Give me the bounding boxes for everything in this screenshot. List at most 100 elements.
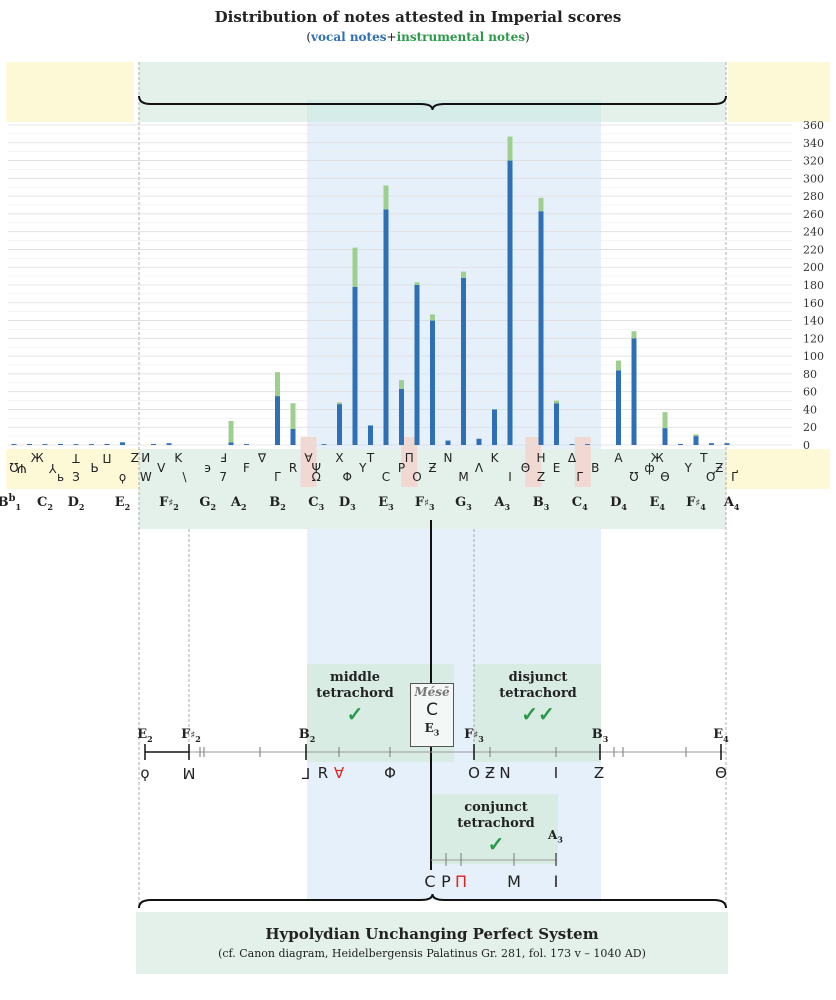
bar-vocal <box>228 442 234 445</box>
central-close: ) <box>572 105 579 119</box>
notation-symbol: Z <box>537 470 545 484</box>
y-tick-label: 240 <box>803 226 824 239</box>
y-tick-label: 100 <box>803 350 824 363</box>
conjunct-tetrachord-label: conjunct tetrachord ✓ <box>436 800 556 856</box>
highlight-slot <box>401 437 418 487</box>
footer-caption: (cf. Canon diagram, Heidelbergensis Pala… <box>218 947 646 960</box>
bar-vocal <box>352 286 358 445</box>
conjunct-symbol: I <box>554 872 559 891</box>
pitch-letter: D <box>610 495 621 510</box>
within-tonos: tónos <box>516 66 560 82</box>
notation-symbol: Т <box>699 451 708 465</box>
y-tick-label: 260 <box>803 208 824 221</box>
bar-vocal <box>290 429 296 445</box>
staff-symbol: Θ <box>715 764 727 782</box>
staff-note-label: F♯2 <box>181 727 201 744</box>
conjunct-label-line1: conjunct <box>464 800 528 815</box>
bar-instrumental <box>399 380 404 389</box>
conjunct-symbol: P <box>441 872 451 891</box>
bar-vocal <box>430 320 435 445</box>
pitch-letter: A <box>493 495 505 510</box>
bar-vocal <box>414 285 420 445</box>
notation-symbol: Ʊ <box>9 461 18 475</box>
pitch-octave: 3 <box>505 502 511 512</box>
pitch-label: D3 <box>339 495 356 512</box>
bar-instrumental <box>383 185 389 210</box>
pitch-label: E2 <box>115 495 131 512</box>
staff-note-label: E4 <box>713 727 729 744</box>
bar-vocal <box>709 443 714 445</box>
disjunct-tetrachord-label: disjunct tetrachord ✓✓ <box>474 670 602 726</box>
pitch-label: G2 <box>199 495 216 512</box>
y-tick-label: 60 <box>803 386 817 399</box>
pitch-letter: E <box>650 495 660 510</box>
notation-symbol: Ƶ <box>428 461 436 475</box>
notation-symbol: V <box>157 461 166 475</box>
notation-symbol: B <box>591 461 599 475</box>
central-label: 84.14% within central octave (B2–B3) <box>307 104 601 124</box>
notation-symbol: Ґ <box>731 470 738 484</box>
pitch-accidental: b <box>9 493 16 504</box>
bar-vocal <box>724 443 730 445</box>
pitch-octave: 2 <box>79 502 85 512</box>
notation-symbol: I <box>508 470 512 484</box>
subtitle-plus: + <box>386 30 397 44</box>
pitch-letter: B <box>269 495 280 510</box>
conjunct-symbol: Π <box>455 872 467 891</box>
bar-vocal <box>337 404 342 445</box>
notation-symbol: \ <box>182 470 187 484</box>
chart-subtitle: (vocal notes+instrumental notes) <box>0 30 836 44</box>
staff-note-label: E2 <box>137 727 153 744</box>
staff-note-label: B2 <box>299 727 316 744</box>
pitch-letter: F <box>686 495 696 510</box>
system-brace <box>138 893 727 909</box>
pitch-label: C2 <box>37 495 53 512</box>
pitch-octave: 4 <box>734 502 740 512</box>
bar-vocal <box>11 444 17 445</box>
bar-vocal <box>678 444 683 445</box>
notation-symbol: ∀ <box>304 451 313 465</box>
below-box: 0.17% below E2 <box>6 66 134 102</box>
bar-instrumental <box>631 331 637 339</box>
above-pct: 0.71% <box>755 66 803 82</box>
notation-symbol: Ʊ <box>629 470 638 484</box>
above-label: above E <box>750 83 803 97</box>
pitch-label: E4 <box>650 495 666 512</box>
notation-symbol: Ψ <box>312 461 321 475</box>
y-tick-label: 360 <box>803 119 824 132</box>
middle-label-line1: middle <box>329 670 381 685</box>
mese-sub: 3 <box>433 727 440 738</box>
mese-label: Mésē <box>414 685 450 699</box>
staff-symbol: Φ <box>384 764 396 782</box>
mese-symbol: C <box>426 700 438 720</box>
disjunct-label-line1: disjunct <box>508 670 568 685</box>
staff-symbol: O <box>468 764 480 782</box>
y-tick-label: 80 <box>803 368 817 381</box>
bar-vocal <box>631 338 637 445</box>
notation-symbol: K <box>174 451 183 465</box>
middle-check-icon: ✓ <box>346 702 364 726</box>
pitch-octave: 2 <box>173 502 179 512</box>
within-box: 99.12% within Hypolydian tónos <box>140 66 726 82</box>
notation-symbol: Φ <box>343 470 352 484</box>
bar-vocal <box>166 443 172 445</box>
central-dash: –B <box>550 105 567 119</box>
pitch-label: C4 <box>572 495 588 512</box>
notation-symbol: Ζ <box>131 451 139 465</box>
pitch-label: E3 <box>378 495 394 512</box>
pitch-label: Bb1 <box>0 493 21 512</box>
bar-vocal <box>275 396 280 445</box>
pitch-letter: B <box>0 495 9 510</box>
mese-note: E <box>424 721 434 735</box>
notation-symbol: 7 <box>219 470 227 484</box>
pitch-accidental: ♯ <box>424 498 429 509</box>
pitch-label: F♯4 <box>686 495 706 512</box>
y-tick-label: 20 <box>803 421 817 434</box>
bar-vocal <box>585 444 590 445</box>
notation-symbol: Т <box>72 451 81 465</box>
bar-instrumental <box>461 271 466 278</box>
bar-vocal <box>383 209 389 445</box>
pitch-letter: A <box>723 495 735 510</box>
pitch-octave: 2 <box>47 502 53 512</box>
